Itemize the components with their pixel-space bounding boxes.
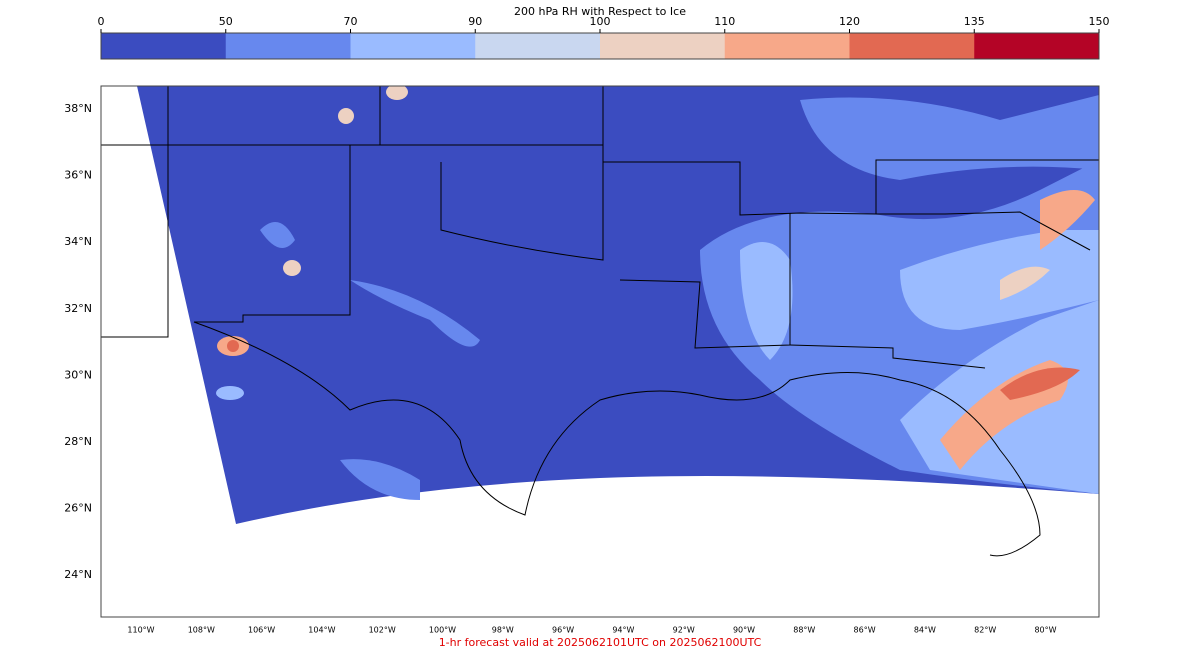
lat-label: 30°N (64, 368, 92, 381)
lat-label: 28°N (64, 435, 92, 448)
colorbar-segment (350, 33, 476, 59)
lon-label: 106°W (248, 626, 275, 635)
lat-label: 26°N (64, 502, 92, 515)
lat-label: 32°N (64, 302, 92, 315)
borders (101, 86, 1099, 557)
colorbar-tick-label: 0 (98, 15, 105, 28)
colorbar-tick-label: 100 (590, 15, 611, 28)
lat-label: 38°N (64, 102, 92, 115)
colorbar-segment (974, 33, 1100, 59)
lon-label: 94°W (612, 626, 634, 635)
lon-label: 80°W (1034, 626, 1056, 635)
map (100, 85, 1100, 618)
colorbar-tick-label: 150 (1089, 15, 1110, 28)
colorbar-tick-label: 110 (714, 15, 735, 28)
colorbar-tick-label: 120 (839, 15, 860, 28)
lon-label: 90°W (733, 626, 755, 635)
lon-label: 104°W (308, 626, 335, 635)
lat-label: 34°N (64, 235, 92, 248)
colorbar-tick-label: 50 (219, 15, 233, 28)
colorbar-title: 200 hPa RH with Respect to Ice (514, 5, 686, 18)
axes: 38°N 36°N 34°N 32°N 30°N 28°N 26°N 24°N 110°W 108… (64, 102, 1056, 635)
colorbar-tick-label: 135 (964, 15, 985, 28)
colorbar-segment (849, 33, 975, 59)
lat-label: 24°N (64, 568, 92, 581)
colorbar: 0 50 70 90 100 110 120 135 150 (98, 15, 1110, 60)
footer: 1-hr forecast valid at 2025062101UTC on … (439, 636, 762, 649)
map-frame (100, 85, 1100, 618)
lon-label: 84°W (914, 626, 936, 635)
colorbar-segment (101, 33, 227, 59)
colorbar-segment (225, 33, 351, 59)
colorbar-segment (724, 33, 850, 59)
lon-label: 108°W (188, 626, 215, 635)
lon-label: 88°W (793, 626, 815, 635)
colorbar-tick-label: 70 (344, 15, 358, 28)
lon-label: 102°W (369, 626, 396, 635)
lon-label: 92°W (673, 626, 695, 635)
lon-label: 98°W (492, 626, 514, 635)
lon-label: 110°W (127, 626, 154, 635)
lon-label: 96°W (552, 626, 574, 635)
field-contours (216, 86, 1099, 500)
lon-label: 82°W (974, 626, 996, 635)
lat-label: 36°N (64, 169, 92, 182)
colorbar-tick-label: 90 (468, 15, 482, 28)
colorbar-segment (475, 33, 601, 59)
colorbar-segment (600, 33, 726, 59)
lon-label: 100°W (429, 626, 456, 635)
lon-label: 86°W (854, 626, 876, 635)
